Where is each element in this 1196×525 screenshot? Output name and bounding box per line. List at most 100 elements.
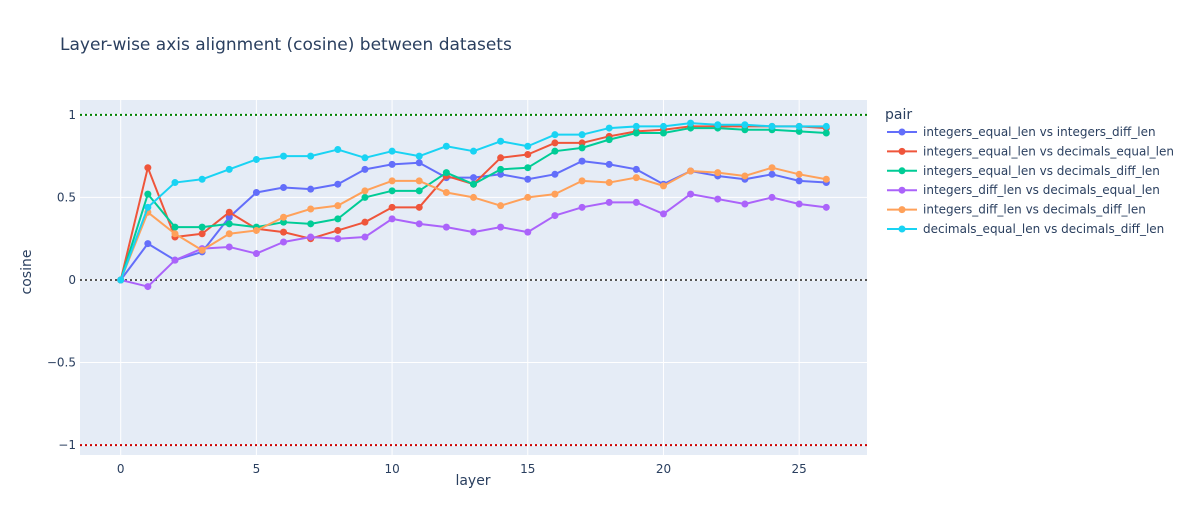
data-point [524,164,532,172]
legend-item[interactable]: integers_equal_len vs decimals_equal_len [887,144,1174,158]
y-tick-label: 1 [68,108,76,122]
data-point [551,212,559,220]
data-point [578,177,586,185]
data-point [442,142,450,150]
data-point [442,169,450,177]
data-point [388,177,396,185]
data-point [117,276,125,284]
data-point [578,203,586,211]
data-point [415,152,423,160]
data-point [361,165,369,173]
data-point [415,220,423,228]
tick-labels: 0 5 10 15 20 25 1 0.5 0 −0.5 −1 [47,108,807,476]
data-point [470,193,477,201]
data-point [388,187,396,195]
data-point [524,150,532,158]
data-point [632,129,640,137]
data-point [524,193,532,201]
data-point [280,238,288,246]
legend-item[interactable]: decimals_equal_len vs decimals_diff_len [887,222,1164,236]
plot-area [80,100,867,455]
y-tick-label: 0 [68,273,76,287]
x-tick-label: 15 [520,462,535,476]
legend: pair integers_equal_len vs integers_diff… [885,107,1174,236]
data-point [741,126,749,134]
data-point [551,170,559,178]
data-point [551,190,559,198]
data-point [144,190,152,198]
data-point [415,203,423,211]
data-point [280,152,288,160]
legend-label: integers_equal_len vs decimals_equal_len [923,144,1174,158]
data-point [198,246,206,254]
data-point [225,220,233,228]
data-point [361,233,369,241]
data-point [307,220,315,228]
data-point [822,175,830,183]
data-point [307,152,315,160]
x-tick-label: 0 [117,462,125,476]
data-point [388,160,396,168]
data-point [334,180,342,188]
data-point [415,177,423,185]
data-point [361,187,369,195]
data-point [741,121,749,129]
data-point [497,137,505,145]
data-point [659,182,667,190]
legend-label: integers_equal_len vs decimals_diff_len [923,164,1160,178]
data-point [687,167,695,175]
data-point [795,200,803,208]
data-point [578,144,586,152]
data-point [659,210,667,218]
x-tick-label: 25 [792,462,807,476]
legend-item[interactable]: integers_equal_len vs decimals_diff_len [887,164,1160,178]
data-point [334,226,342,234]
data-point [144,283,152,291]
data-point [280,213,288,221]
data-point [632,122,640,130]
data-point [415,159,423,167]
data-point [524,142,532,150]
data-point [225,165,233,173]
data-point [334,146,342,154]
data-point [198,230,206,238]
data-point [714,169,722,177]
data-point [795,122,803,130]
data-point [497,165,505,173]
data-point [442,223,450,231]
data-point [605,160,613,168]
data-point [442,188,450,196]
data-point [252,155,260,163]
data-point [497,223,505,231]
data-point [605,179,613,187]
data-point [280,184,288,192]
x-tick-label: 20 [656,462,671,476]
data-point [687,124,695,132]
legend-item[interactable]: integers_equal_len vs integers_diff_len [887,125,1156,139]
series [117,119,830,284]
data-point [659,122,667,130]
data-point [470,174,477,182]
series [117,124,830,284]
legend-item[interactable]: integers_diff_len vs decimals_diff_len [887,203,1146,217]
data-point [578,139,586,147]
data-point [307,185,315,193]
legend-marker [898,225,906,233]
legend-label: integers_diff_len vs decimals_equal_len [923,183,1160,197]
legend-label: integers_equal_len vs integers_diff_len [923,125,1156,139]
data-point [225,213,233,221]
data-point [252,250,260,258]
data-point [524,228,532,236]
legend-item[interactable]: integers_diff_len vs decimals_equal_len [887,183,1160,197]
y-tick-label: −0.5 [47,356,76,370]
data-point [225,208,233,216]
data-point [144,240,152,248]
data-point [361,218,369,226]
data-point [171,256,179,264]
x-tick-label: 5 [253,462,261,476]
data-point [307,233,315,241]
data-point [334,215,342,223]
legend-marker [898,206,906,214]
data-point [225,230,233,238]
data-point [252,188,260,196]
